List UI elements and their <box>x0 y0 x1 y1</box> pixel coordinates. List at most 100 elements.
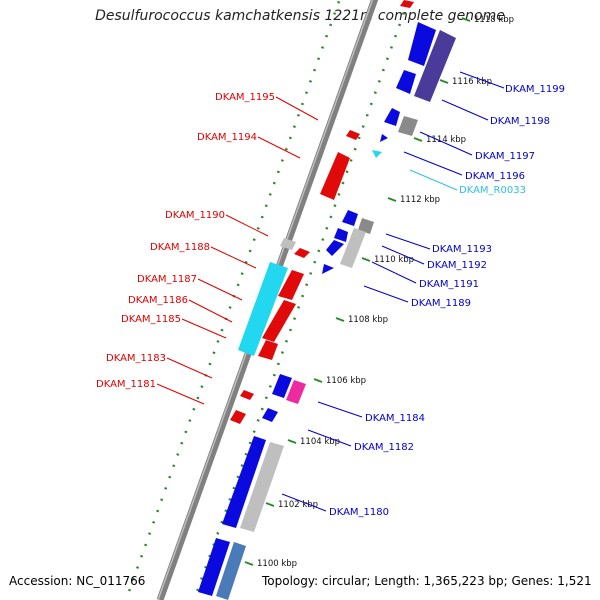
gene-label-text: DKAM_1186 <box>128 295 188 306</box>
tick-mark: 1106 kbp <box>313 376 366 386</box>
gene-label-reverse: DKAM_1194 <box>197 132 301 159</box>
tick-mark: 1112 kbp <box>387 195 440 205</box>
tick-label: 1112 kbp <box>400 195 440 205</box>
tick-mark: 1118 kbp <box>461 15 514 25</box>
tick-mark: 1108 kbp <box>335 315 388 325</box>
map-title: Desulfurococcus kamchatkensis 1221n, com… <box>95 8 505 24</box>
gene-label-forward: DKAM_1184 <box>317 401 425 424</box>
gene-label-forward: DKAM_1196 <box>403 151 525 182</box>
gene-label-forward: DKAM_R0033 <box>409 169 526 196</box>
gene-label-text: DKAM_1190 <box>165 210 225 221</box>
gene-label-text: DKAM_1197 <box>475 151 535 162</box>
gene-label-forward: DKAM_1182 <box>307 429 414 453</box>
tick-label: 1106 kbp <box>326 376 366 386</box>
gene-feature-dkam-1191 <box>340 228 366 268</box>
accession-text: Accession: NC_011766 <box>9 574 146 588</box>
gene-feature-dkam-1184 <box>286 380 306 404</box>
tick-label: 1102 kbp <box>278 500 318 510</box>
gene-label-forward: DKAM_1180 <box>281 493 389 518</box>
gene-label-reverse: DKAM_1186 <box>128 295 233 323</box>
gene-feature-dkam-1196 <box>380 134 388 142</box>
gene-label-reverse: DKAM_1181 <box>96 379 205 405</box>
tick-label: 1108 kbp <box>348 315 388 325</box>
gene-label-forward: DKAM_1192 <box>381 245 487 271</box>
gene-label-forward: DKAM_1191 <box>371 261 479 290</box>
gene-label-text: DKAM_1196 <box>465 171 525 182</box>
tick-label: 1104 kbp <box>300 437 340 447</box>
gene-label-reverse: DKAM_1183 <box>106 353 213 379</box>
tick-mark: 1100 kbp <box>244 559 297 569</box>
gene-label-text: DKAM_1180 <box>329 507 389 518</box>
gene-label-reverse: DKAM_1188 <box>150 242 257 269</box>
tick-label: 1116 kbp <box>452 77 492 87</box>
gene-label-text: DKAM_1188 <box>150 242 210 253</box>
gene-feature-dkam-1192 <box>334 228 348 242</box>
gene-label-text: DKAM_1181 <box>96 379 156 390</box>
tick-mark: 1110 kbp <box>361 255 414 265</box>
gene-label-text: DKAM_1182 <box>354 442 414 453</box>
tick-label: 1118 kbp <box>474 15 514 25</box>
gene-feature-grey-2 <box>358 218 374 234</box>
gene-label-text: DKAM_1187 <box>137 274 197 285</box>
gene-feature-top-red <box>400 0 414 8</box>
tick-label: 1110 kbp <box>374 255 414 265</box>
gene-feature-grey-1 <box>398 116 418 136</box>
tick-mark: 1114 kbp <box>413 135 466 145</box>
gene-feature-dkam-1180 <box>240 442 284 532</box>
gene-feature-dkam-1190 <box>280 238 296 250</box>
tick-mark: 1116 kbp <box>439 77 492 87</box>
tick-mark: 1104 kbp <box>287 437 340 447</box>
tick-labels: 1100 kbp 1102 kbp 1104 kbp 1106 kbp 1108 kbp… <box>244 15 514 569</box>
gene-feature-bottom-2 <box>216 542 246 600</box>
gene-feature-dkam-1187 <box>238 262 288 356</box>
gene-feature-dkam-1186 <box>278 270 304 300</box>
gene-label-reverse: DKAM_1187 <box>137 274 243 301</box>
gene-label-text: DKAM_1184 <box>365 413 425 424</box>
tick-mark: 1102 kbp <box>265 500 318 510</box>
gene-label-text: DKAM_1198 <box>490 116 550 127</box>
gene-label-forward: DKAM_1189 <box>363 285 471 309</box>
gene-label-reverse: DKAM_1185 <box>121 314 227 339</box>
gene-feature-dkam-1185b <box>258 340 278 360</box>
gene-label-forward: DKAM_1197 <box>419 131 535 162</box>
gene-label-forward: DKAM_1199 <box>459 71 565 95</box>
gene-feature-bottom-1 <box>198 538 230 596</box>
gene-label-reverse: DKAM_1195 <box>215 92 319 121</box>
gene-feature-dkam-1182 <box>262 408 278 422</box>
gene-label-text: DKAM_1183 <box>106 353 166 364</box>
forward-gene-labels: DKAM_1199 DKAM_1198 DKAM_1197 DKAM_1196 DKAM… <box>281 71 565 518</box>
rna-feature-dkam-r0033 <box>372 150 382 158</box>
gene-feature-dkam-1184a <box>272 374 292 398</box>
gene-label-text: DKAM_R0033 <box>459 185 526 196</box>
reverse-gene-labels: DKAM_1195 DKAM_1194 DKAM_1190 DKAM_1188 DKAM… <box>96 92 319 405</box>
gene-feature-dkam-1191b <box>326 240 344 256</box>
gene-feature-dkam-1199 <box>408 22 436 66</box>
gene-label-text: DKAM_1189 <box>411 298 471 309</box>
gene-label-text: DKAM_1185 <box>121 314 181 325</box>
gene-label-reverse: DKAM_1190 <box>165 210 269 237</box>
gene-feature-dkam-1195 <box>346 130 360 140</box>
gene-label-text: DKAM_1194 <box>197 132 257 143</box>
gene-label-forward: DKAM_1193 <box>385 233 492 255</box>
gene-feature-dkam-1198 <box>414 30 456 102</box>
gene-feature-dkam-1183 <box>240 390 254 400</box>
gene-label-forward: DKAM_1198 <box>441 99 550 127</box>
gene-label-text: DKAM_1195 <box>215 92 275 103</box>
gene-label-text: DKAM_1193 <box>432 244 492 255</box>
gene-feature-dkam-1180a <box>222 436 266 528</box>
gene-feature-dkam-1194 <box>320 152 350 200</box>
tick-label: 1114 kbp <box>426 135 466 145</box>
gene-label-text: DKAM_1191 <box>419 279 479 290</box>
gene-feature-dkam-1188 <box>294 248 310 258</box>
summary-text: Topology: circular; Length: 1,365,223 bp… <box>262 574 592 588</box>
gene-label-text: DKAM_1199 <box>505 84 565 95</box>
gene-label-text: DKAM_1192 <box>427 260 487 271</box>
gene-feature-dkam-1189 <box>322 264 334 274</box>
gene-feature-dkam-1197 <box>384 108 400 126</box>
tick-label: 1100 kbp <box>257 559 297 569</box>
gene-feature-dkam-1199b <box>396 70 416 94</box>
gene-feature-dkam-1185 <box>262 300 296 342</box>
gene-feature-dkam-1181 <box>230 410 246 424</box>
